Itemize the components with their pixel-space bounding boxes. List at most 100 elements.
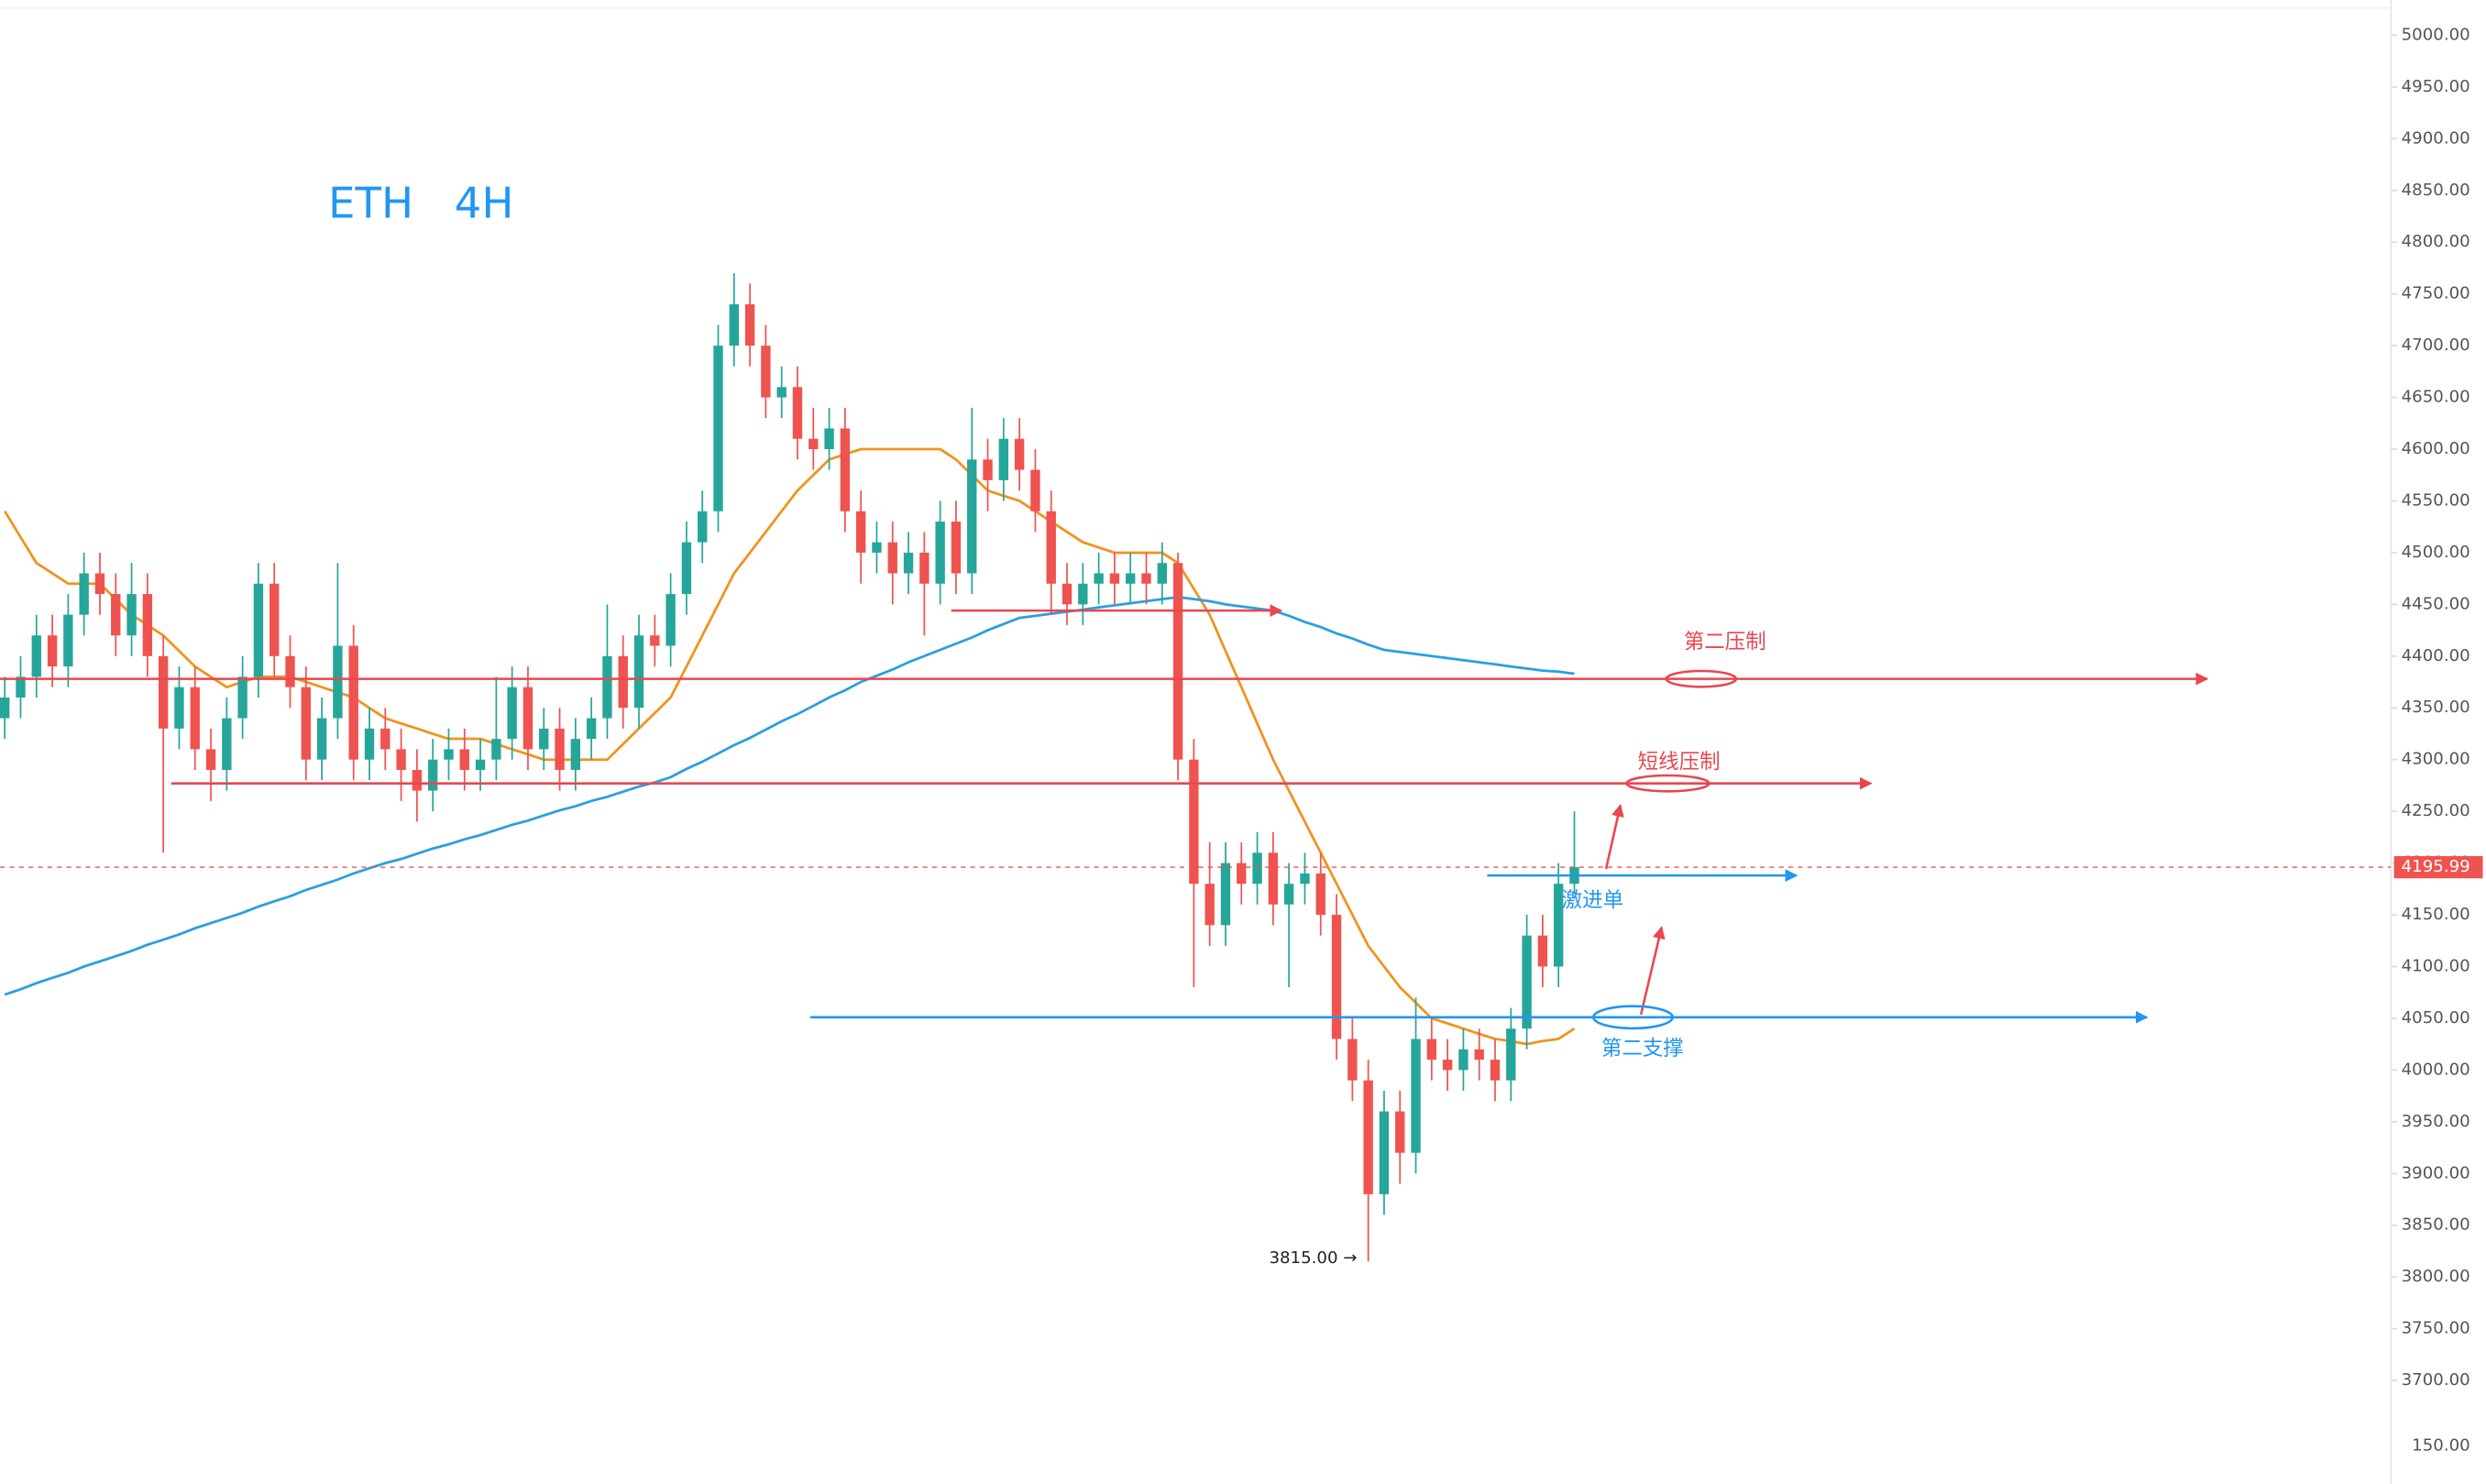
candle-body	[761, 346, 771, 398]
y-tick-label: 4450.00	[2402, 594, 2470, 613]
candle-body	[1442, 1060, 1453, 1071]
candle-body	[666, 594, 676, 646]
y-tick-label: 4550.00	[2402, 490, 2470, 510]
candle-body	[808, 438, 819, 450]
candle-body	[396, 749, 406, 770]
y-tick-label: 4600.00	[2402, 439, 2470, 458]
candle-body	[459, 749, 469, 770]
candle-body	[872, 542, 882, 553]
candle-body	[983, 459, 993, 480]
candle-body	[903, 552, 914, 574]
candle-body	[491, 739, 501, 760]
candle-body	[1204, 884, 1215, 926]
level-label: 第二支撑	[1601, 1037, 1684, 1061]
candle-body	[1220, 863, 1231, 926]
candle-body	[237, 676, 248, 719]
candle-body	[1014, 438, 1025, 470]
candle-body	[1395, 1111, 1405, 1153]
candle-body	[79, 573, 89, 615]
y-tick-label: 3750.00	[2402, 1319, 2470, 1338]
y-tick-label: 3900.00	[2402, 1163, 2470, 1182]
up-arrow	[1604, 803, 1624, 870]
candle-body	[31, 635, 41, 677]
candle-body	[444, 749, 454, 760]
candle-body	[1237, 863, 1247, 885]
candle-body	[316, 718, 327, 760]
candle-body	[840, 428, 851, 511]
y-tick-label: 4900.00	[2402, 128, 2470, 148]
candle-body	[1490, 1060, 1501, 1081]
candle-body	[190, 687, 200, 750]
candle-body	[0, 697, 10, 719]
candle-body	[1078, 583, 1088, 605]
candle-body	[618, 655, 628, 709]
level-ellipse	[1591, 1005, 1675, 1030]
candle-body	[380, 728, 390, 750]
moving-average	[4, 596, 1575, 996]
candle-body	[1522, 935, 1532, 1029]
y-tick-label: 4750.00	[2402, 284, 2470, 303]
candle-body	[522, 687, 534, 750]
candle-body	[935, 522, 945, 584]
candle-body	[475, 759, 486, 770]
candle-body	[792, 387, 803, 439]
candle-body	[1348, 1039, 1358, 1081]
candle-body	[1046, 511, 1056, 584]
candle-body	[570, 739, 581, 770]
last-price-label: 4195.99	[2402, 857, 2470, 876]
candle-body	[1411, 1039, 1421, 1153]
candle-body	[744, 303, 755, 346]
y-tick-label: 4850.00	[2402, 181, 2470, 200]
candle-body	[16, 676, 26, 698]
candle-body	[713, 346, 723, 511]
candle-body	[205, 749, 216, 770]
candle-body	[1283, 884, 1294, 905]
candle-body	[1157, 563, 1167, 584]
up-arrow	[1639, 926, 1666, 1016]
candle-body	[555, 728, 565, 770]
candle-body	[253, 583, 264, 677]
y-tick-label: 3700.00	[2402, 1370, 2470, 1390]
candle-body	[602, 655, 612, 719]
candle-body	[887, 542, 897, 574]
level-label: 激进单	[1562, 888, 1623, 912]
candle-body	[586, 718, 597, 740]
y-tick-label: 4950.00	[2402, 77, 2470, 96]
candle-body	[63, 614, 73, 667]
candle-body	[539, 728, 549, 750]
candle-body	[967, 459, 977, 574]
y-tick-label: 4350.00	[2402, 698, 2470, 717]
y-tick-label: 4500.00	[2402, 543, 2470, 562]
candle-body	[174, 687, 184, 729]
lower-pane-label: 150.00	[2412, 1435, 2470, 1455]
candle-body	[1331, 915, 1342, 1039]
candle-body	[301, 687, 311, 760]
candle-body	[285, 655, 295, 687]
candle-body	[1189, 759, 1199, 885]
y-tick-label: 4050.00	[2402, 1008, 2470, 1028]
candle-body	[1458, 1049, 1468, 1071]
candle-body	[855, 511, 866, 553]
y-tick-label: 4800.00	[2402, 232, 2470, 251]
candle-body	[412, 769, 423, 791]
candle-body	[1109, 573, 1120, 584]
candle-body	[270, 583, 280, 656]
candle-body	[222, 718, 232, 770]
candle-body	[1363, 1080, 1373, 1194]
candle-body	[142, 594, 153, 656]
candle-body	[776, 387, 786, 398]
y-tick-label: 4300.00	[2402, 750, 2470, 769]
low-marker: 3815.00 →	[1269, 1248, 1357, 1268]
level-ellipse	[1625, 774, 1710, 793]
candle-body	[998, 438, 1009, 480]
candle-body	[1506, 1028, 1516, 1081]
y-tick-label: 4150.00	[2402, 905, 2470, 924]
candle-body	[698, 511, 708, 543]
candle-body	[1426, 1039, 1437, 1061]
last-price-box	[2393, 856, 2483, 879]
moving-average	[4, 447, 1576, 1046]
candle-body	[348, 645, 358, 760]
level-label: 第二压制	[1684, 630, 1766, 654]
